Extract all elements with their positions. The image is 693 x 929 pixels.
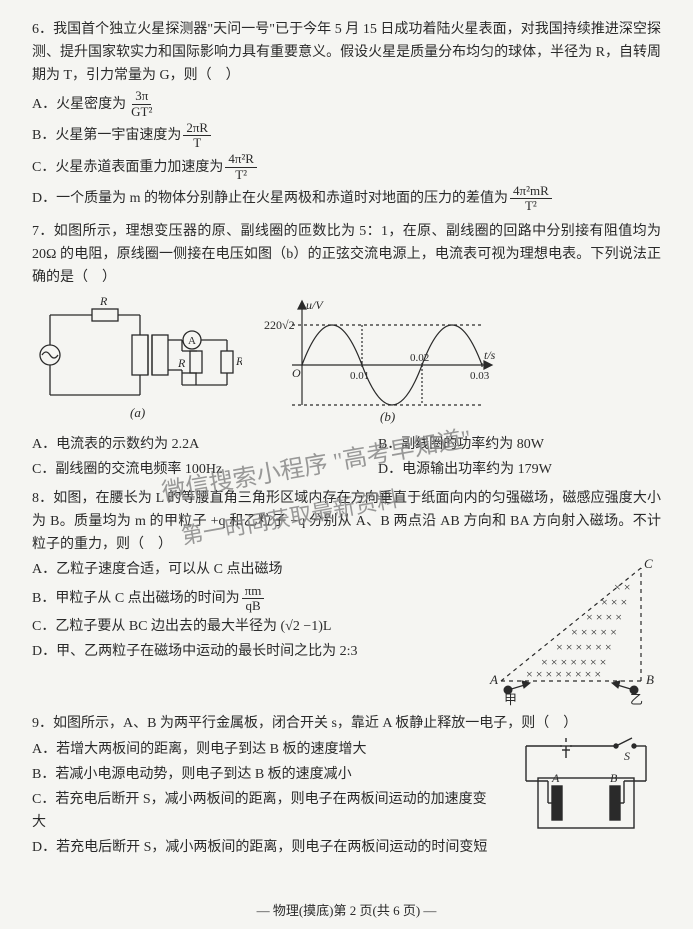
q7-cap-a: (a): [130, 405, 145, 420]
q8-jia: 甲: [504, 692, 517, 706]
q8-b-pre: B．甲粒子从 C 点出磁场的时间为: [32, 587, 240, 610]
svg-text:u/V: u/V: [306, 298, 324, 312]
q7-xt2: 0.02: [410, 352, 429, 364]
q6-opt-c: C．火星赤道表面重力加速度为 4π²R T²: [32, 152, 661, 182]
q9-text: 9．如图所示，A、B 为两平行金属板，闭合开关 s，靠近 A 板静止释放一电子，…: [32, 712, 661, 735]
svg-text:R: R: [235, 354, 242, 368]
svg-text:R: R: [177, 356, 186, 370]
question-8: 8．如图，在腰长为 L 的等腰直角三角形区域内存在方向垂直于纸面向内的匀强磁场，…: [32, 487, 661, 706]
q6-d-num: 4π²mR: [510, 184, 552, 199]
q6-d-den: T²: [522, 199, 540, 213]
svg-text:O: O: [292, 366, 301, 380]
q6-a-den: GT²: [128, 105, 155, 119]
svg-text:× × × × × × × ×: × × × × × × × ×: [526, 667, 601, 681]
svg-text:× × × × ×: × × × × ×: [571, 625, 617, 639]
q6-a-pre: A．火星密度为: [32, 93, 126, 116]
svg-text:× × × ×: × × × ×: [586, 610, 622, 624]
q8-triangle-diagram: × × × × × × × × × × × × × × × × × × × × …: [486, 556, 661, 706]
q7-cap-b: (b): [380, 409, 395, 424]
question-9: 9．如图所示，A、B 为两平行金属板，闭合开关 s，靠近 A 板静止释放一电子，…: [32, 712, 661, 859]
q7-opt-c: C．副线圈的交流电频率 100Hz: [32, 458, 222, 481]
q6-opt-a: A．火星密度为 3π GT²: [32, 89, 661, 119]
q7-sine-graph: u/V 220√2 O 0.01 0.02 0.03 t/s (b): [262, 295, 502, 425]
q8-label-b: B: [646, 672, 654, 687]
svg-text:R: R: [99, 295, 108, 308]
q6-b-num: 2πR: [183, 121, 211, 136]
q7-circuit-diagram: R A R R (a: [32, 295, 242, 425]
q7-opt-a: A．电流表的示数约为 2.2A: [32, 433, 199, 456]
q8-b-den: qB: [242, 599, 263, 613]
q8-label-c: C: [644, 556, 653, 571]
q6-c-num: 4π²R: [225, 152, 257, 167]
q8-text: 8．如图，在腰长为 L 的等腰直角三角形区域内存在方向垂直于纸面向内的匀强磁场，…: [32, 487, 661, 556]
q7-opt-d: D．电源输出功率约为 179W: [378, 458, 661, 481]
svg-text:× ×: × ×: [614, 580, 631, 594]
q6-b-den: T: [190, 136, 204, 150]
q7-diagrams: R A R R (a: [32, 295, 661, 425]
q7-text: 7．如图所示，理想变压器的原、副线圈的匝数比为 5：1，在原、副线圈的回路中分别…: [32, 220, 661, 289]
svg-text:× × × × × ×: × × × × × ×: [556, 640, 612, 654]
q7-xt3: 0.03: [470, 370, 490, 382]
q6-d-pre: D．一个质量为 m 的物体分别静止在火星两极和赤道时对地面的压力的差值为: [32, 187, 508, 210]
q7-opt-b: B．副线圈的功率约为 80W: [378, 433, 661, 456]
q6-opt-d: D．一个质量为 m 的物体分别静止在火星两极和赤道时对地面的压力的差值为 4π²…: [32, 184, 661, 214]
q8-b-num: πm: [242, 584, 265, 599]
q8-yi: 乙: [630, 692, 643, 706]
svg-text:A: A: [551, 771, 560, 785]
q6-c-den: T²: [232, 168, 250, 182]
q9-capacitor-diagram: S A B: [506, 736, 661, 846]
q8-opt-b: B．甲粒子从 C 点出磁场的时间为 πm qB: [32, 584, 478, 614]
q6-opt-b: B．火星第一宇宙速度为 2πR T: [32, 121, 661, 151]
q6-a-frac: 3π GT²: [128, 89, 155, 119]
q8-b-frac: πm qB: [242, 584, 265, 614]
svg-text:B: B: [610, 771, 618, 785]
q7-ypeak: 220√2: [264, 318, 295, 332]
svg-text:A: A: [188, 335, 196, 347]
question-7: 7．如图所示，理想变压器的原、副线圈的匝数比为 5：1，在原、副线圈的回路中分别…: [32, 220, 661, 481]
q6-a-num: 3π: [132, 89, 151, 104]
svg-text:× × ×: × × ×: [601, 595, 627, 609]
q6-text: 6．我国首个独立火星探测器"天问一号"已于今年 5 月 15 日成功着陆火星表面…: [32, 18, 661, 87]
svg-text:S: S: [624, 749, 630, 763]
q7-xt1: 0.01: [350, 370, 369, 382]
q6-d-frac: 4π²mR T²: [510, 184, 552, 214]
q6-b-pre: B．火星第一宇宙速度为: [32, 124, 181, 147]
svg-text:t/s: t/s: [484, 348, 496, 362]
q6-c-frac: 4π²R T²: [225, 152, 257, 182]
q6-b-frac: 2πR T: [183, 121, 211, 151]
q6-c-pre: C．火星赤道表面重力加速度为: [32, 156, 223, 179]
question-6: 6．我国首个独立火星探测器"天问一号"已于今年 5 月 15 日成功着陆火星表面…: [32, 18, 661, 214]
q8-label-a: A: [489, 672, 498, 687]
page-footer: — 物理(摸底)第 2 页(共 6 页) —: [0, 900, 693, 921]
